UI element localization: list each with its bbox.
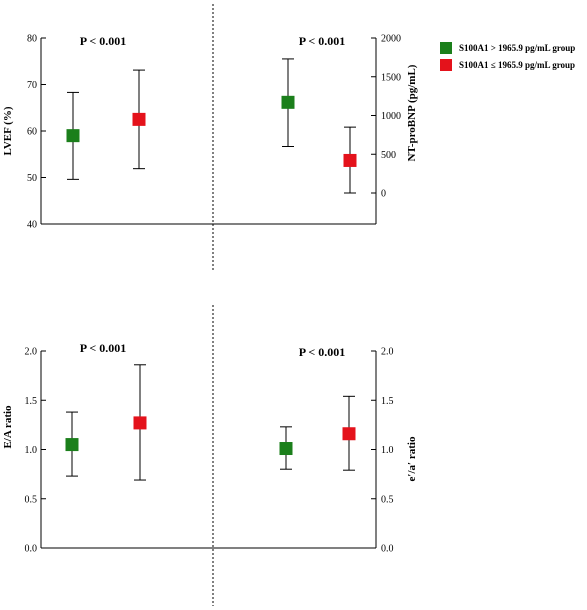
bottom-mean-marker [342,427,356,441]
top-mean-marker [343,153,357,167]
bottom-right-tick-label: 0.5 [381,494,394,505]
bottom-mean-marker [279,442,293,456]
legend: S100A1 > 1965.9 pg/mL group S100A1 ≤ 196… [440,42,575,71]
top-right-tick-label: 500 [381,150,396,161]
bottom-left-axis-title: E/A ratio [2,405,14,449]
bottom-right-tick-label: 1.5 [381,396,394,407]
legend-swatch-high-s100a1 [440,42,452,54]
legend-swatch-low-s100a1 [440,59,452,71]
top-left-tick-label: 70 [27,80,37,91]
top-p-value: P < 0.001 [299,34,346,48]
top-left-axis-title: LVEF (%) [2,106,14,155]
top-left-tick-label: 40 [27,220,37,231]
top-right-tick-label: 0 [381,189,386,200]
top-right-axis-title: NT-proBNP (pg/mL) [406,64,418,161]
top-left-tick-label: 80 [27,34,37,45]
bottom-left-tick-label: 2.0 [25,347,38,358]
top-left-tick-label: 60 [27,127,37,138]
top-mean-marker [281,95,295,109]
legend-item-low-s100a1[interactable]: S100A1 ≤ 1965.9 pg/mL group [440,59,575,71]
top-right-tick-label: 1000 [381,111,401,122]
top-right-tick-label: 2000 [381,34,401,45]
top-mean-marker [66,129,80,143]
panel-top: 40 50 60 70 80 0 500 1000 1500 2000 LVEF (%) NT-pro… [2,34,418,231]
bottom-left-tick-label: 1.5 [25,396,38,407]
bottom-right-tick-label: 2.0 [381,347,394,358]
bottom-left-tick-label: 1.0 [25,445,38,456]
bottom-right-axis-title: e′/a′ ratio [406,436,418,481]
bottom-mean-marker [133,416,147,430]
legend-label-high-s100a1: S100A1 > 1965.9 pg/mL group [459,43,575,53]
legend-item-high-s100a1[interactable]: S100A1 > 1965.9 pg/mL group [440,42,575,54]
bottom-right-tick-label: 1.0 [381,445,394,456]
bottom-left-tick-label: 0.0 [25,544,38,555]
bottom-left-tick-label: 0.5 [25,494,38,505]
bottom-p-value: P < 0.001 [80,341,127,355]
panel-bottom: 0.0 0.5 1.0 1.5 2.0 0.0 0.5 1.0 1.5 2.0 E/A ratio e… [2,341,418,555]
top-left-tick-label: 50 [27,173,37,184]
bottom-p-value: P < 0.001 [299,345,346,359]
top-right-tick-label: 1500 [381,72,401,83]
top-p-value: P < 0.001 [80,34,127,48]
legend-label-low-s100a1: S100A1 ≤ 1965.9 pg/mL group [459,60,575,70]
bottom-right-tick-label: 0.0 [381,544,394,555]
top-mean-marker [132,112,146,126]
bottom-mean-marker [65,438,79,452]
